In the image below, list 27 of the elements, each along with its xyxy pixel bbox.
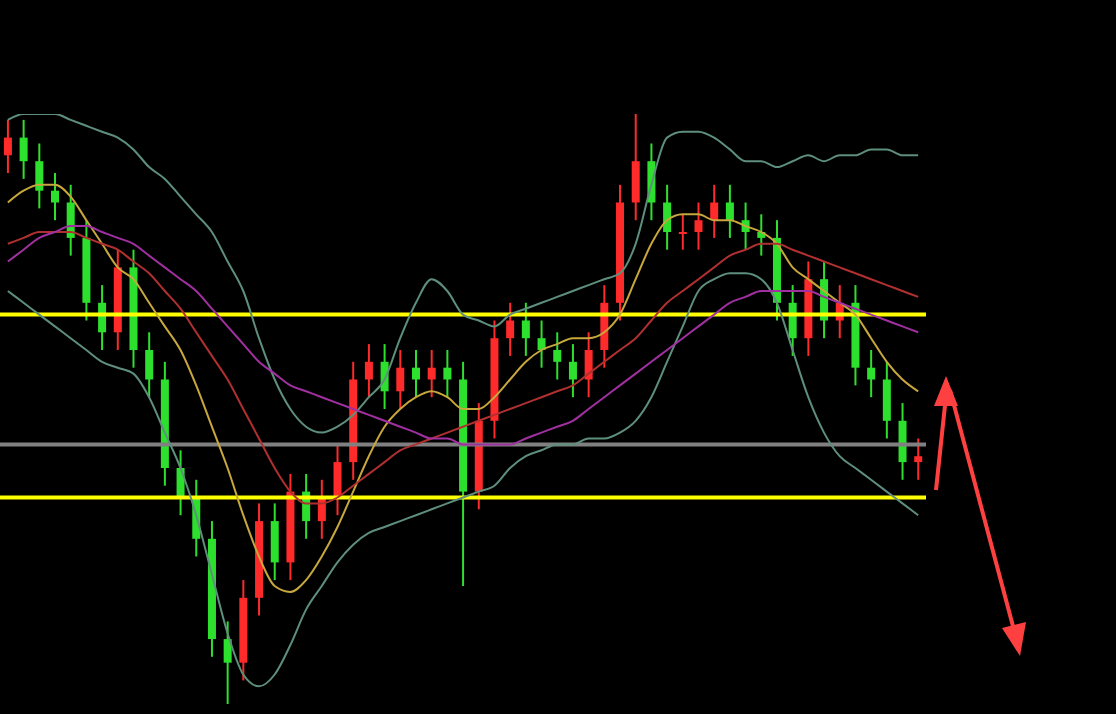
candlestick [631,114,640,222]
candlestick [521,301,530,357]
candlestick [333,443,342,517]
candlestick [725,183,734,239]
candlestick [3,118,12,174]
candlestick [678,213,687,251]
candlestick [867,349,876,399]
candlestick [35,142,44,210]
candlestick [427,349,436,399]
candlestick [506,301,515,357]
candlestick [568,343,577,399]
candlestick [553,331,562,381]
candlestick [914,437,923,481]
candlestick [584,331,593,399]
candlestick [145,331,154,399]
candlestick [51,172,60,222]
candlestick [411,349,420,399]
candlestick [898,402,907,481]
candlestick [882,360,891,440]
candlestick [694,201,703,251]
candlestick [537,319,546,369]
candlestick [396,349,405,410]
candlestick [364,343,373,399]
candlestick [270,502,279,582]
candlestick [443,349,452,399]
candlestick [223,620,232,704]
candlestick [19,118,28,180]
